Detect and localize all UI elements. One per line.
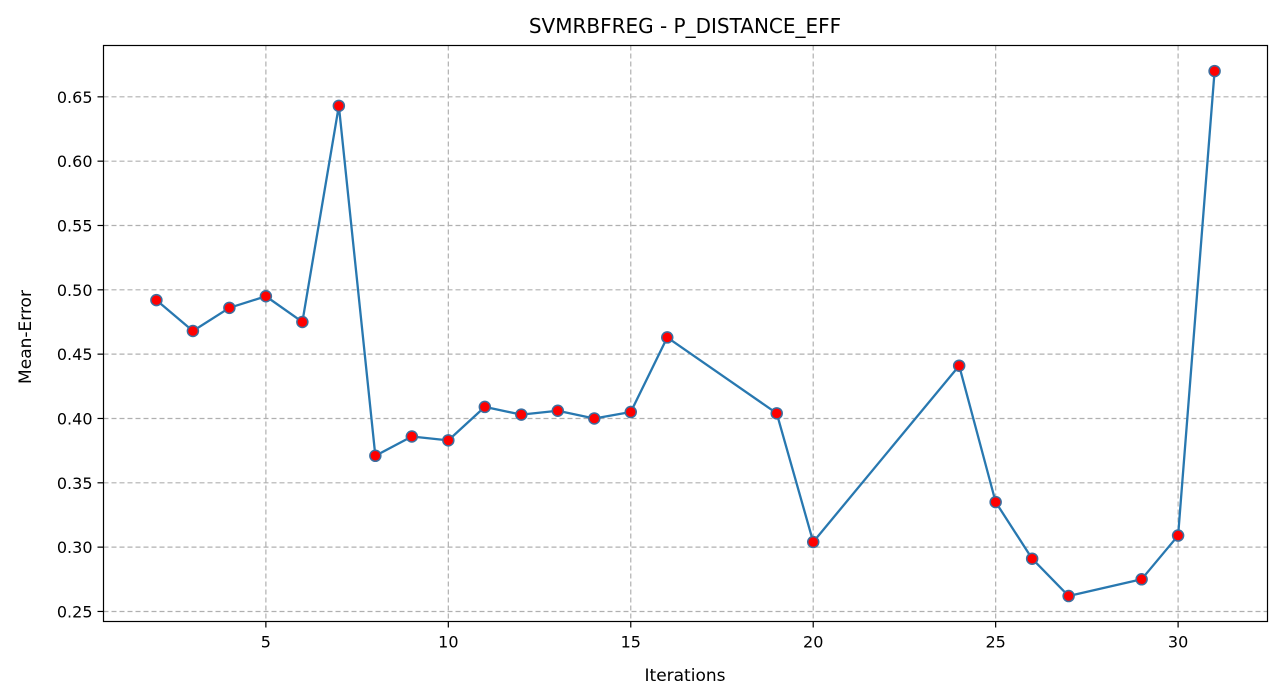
- data-point-marker: [661, 331, 674, 344]
- data-point-marker: [369, 449, 382, 463]
- x-tick-label: 15: [621, 633, 641, 652]
- data-point-marker: [259, 290, 273, 303]
- y-axis-label: Mean-Error: [16, 290, 36, 384]
- y-tick-label: 0.60: [57, 152, 93, 171]
- y-tick-label: 0.55: [57, 216, 93, 235]
- tick-layer: 5 10 15 20 25 30 0.25 0.30 0.35 0.40 0.45 0.50 0.55 0…: [57, 88, 1188, 652]
- series-layer: [150, 64, 1221, 603]
- data-point-marker: [1135, 573, 1148, 586]
- series-line: [155, 71, 1216, 598]
- x-tick-label: 30: [1168, 633, 1188, 652]
- data-point-marker: [296, 315, 309, 329]
- data-point-marker: [551, 404, 565, 418]
- data-point-marker: [332, 99, 346, 113]
- y-tick-label: 0.65: [57, 88, 93, 107]
- y-tick-label: 0.50: [57, 281, 93, 300]
- x-tick-label: 25: [985, 633, 1005, 652]
- data-point-marker: [1025, 552, 1039, 565]
- y-tick-label: 0.45: [57, 345, 93, 364]
- grid-layer: [103, 45, 1268, 622]
- data-point-marker: [186, 324, 200, 338]
- data-point-marker: [223, 301, 236, 315]
- x-tick-label: 10: [438, 633, 458, 652]
- data-point-marker: [952, 359, 966, 372]
- data-point-marker: [806, 535, 820, 549]
- y-tick-label: 0.25: [57, 602, 93, 621]
- data-point-marker: [405, 430, 419, 443]
- data-point-marker: [1171, 529, 1185, 542]
- data-point-marker: [442, 434, 455, 447]
- data-point-marker: [1208, 64, 1221, 78]
- data-point-marker: [1062, 589, 1075, 603]
- plot-frame: [102, 44, 1269, 623]
- chart-title: SVMRBFREG - P_DISTANCE_EFF: [529, 14, 841, 38]
- data-point-marker: [478, 400, 492, 414]
- data-point-marker: [150, 293, 163, 307]
- x-tick-label: 5: [261, 633, 271, 652]
- data-point-marker: [515, 408, 528, 421]
- x-axis-label: Iterations: [645, 666, 726, 686]
- y-tick-label: 0.30: [57, 538, 93, 557]
- data-point-marker: [624, 405, 638, 419]
- data-point-marker: [588, 412, 601, 425]
- y-tick-label: 0.35: [57, 474, 93, 493]
- data-point-marker: [989, 495, 1002, 509]
- x-tick-label: 20: [803, 633, 823, 652]
- y-tick-label: 0.40: [57, 409, 93, 428]
- data-point-marker: [770, 407, 783, 420]
